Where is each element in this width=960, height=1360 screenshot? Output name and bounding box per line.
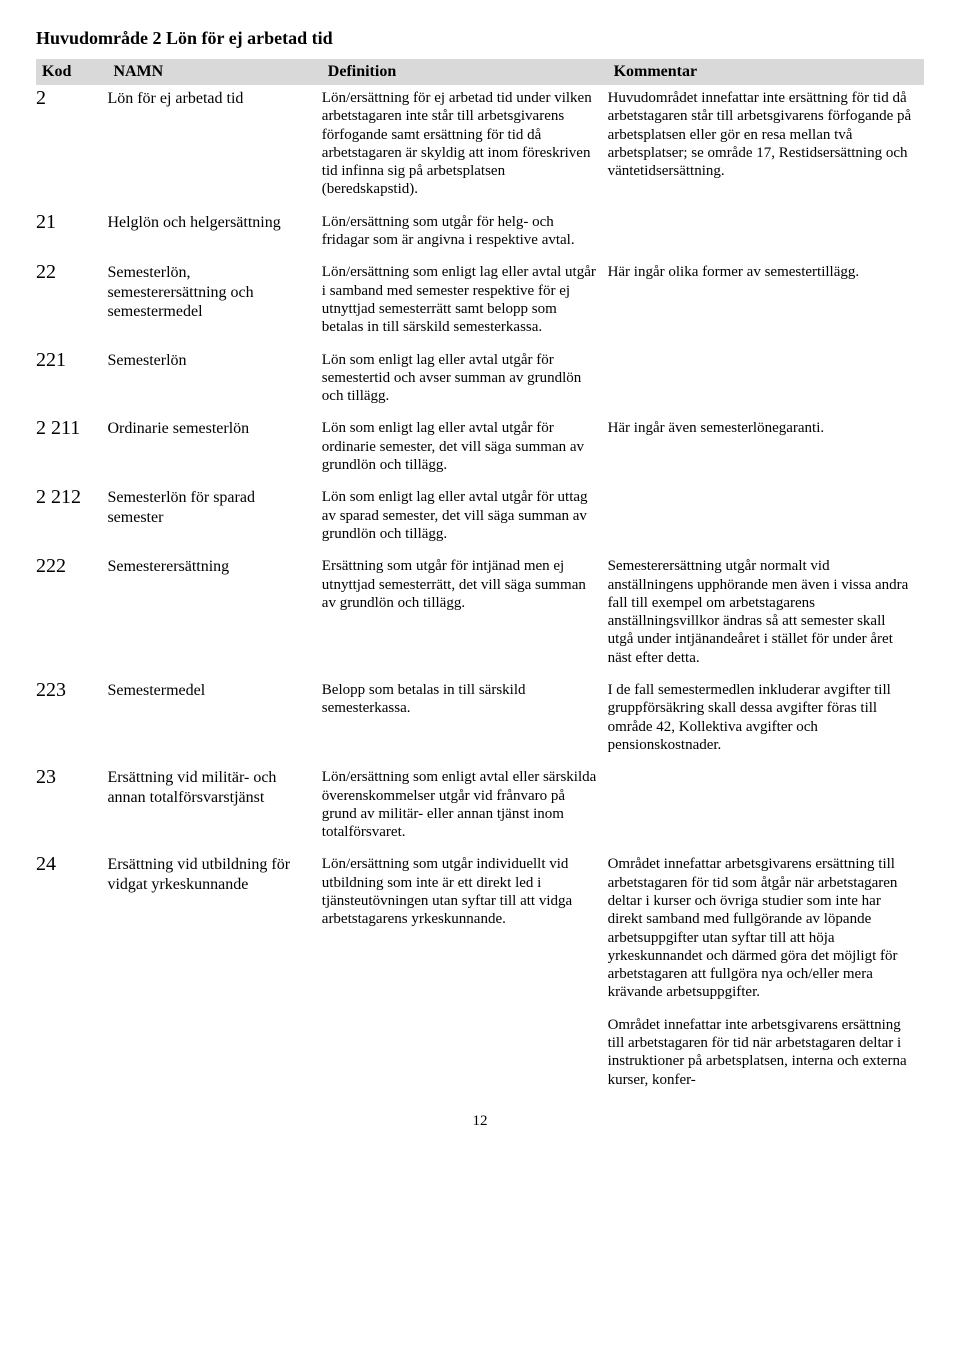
cell-kod: 23 xyxy=(36,764,107,851)
cell-definition: Lön/ersättning som enligt avtal eller sä… xyxy=(322,764,608,851)
cell-kommentar xyxy=(608,484,924,553)
cell-kommentar: Området innefattar inte arbetsgivarens e… xyxy=(608,1012,924,1099)
cell-kommentar: Semesterersättning utgår normalt vid ans… xyxy=(608,553,924,677)
cell-kod: 21 xyxy=(36,209,107,260)
table-row: 2 211Ordinarie semesterlönLön som enligt… xyxy=(36,415,924,484)
cell-kommentar: Här ingår olika former av semestertilläg… xyxy=(608,259,924,346)
header-namn: NAMN xyxy=(107,59,321,85)
table-row: 23Ersättning vid militär- och annan tota… xyxy=(36,764,924,851)
cell-kommentar xyxy=(608,209,924,260)
cell-namn: Semesterlön för sparad semester xyxy=(107,484,321,553)
cell-kod: 2 211 xyxy=(36,415,107,484)
table-row: 21Helglön och helgersättningLön/ersättni… xyxy=(36,209,924,260)
table-row: 222SemesterersättningErsättning som utgå… xyxy=(36,553,924,677)
section-title: Huvudområde 2 Lön för ej arbetad tid xyxy=(36,28,924,49)
cell-kommentar xyxy=(608,764,924,851)
cell-kod xyxy=(36,1012,107,1099)
header-definition: Definition xyxy=(322,59,608,85)
table-header-row: Kod NAMN Definition Kommentar xyxy=(36,59,924,85)
cell-kod: 221 xyxy=(36,347,107,416)
cell-definition: Lön/ersättning för ej arbetad tid under … xyxy=(322,85,608,209)
cell-definition: Lön/ersättning som utgår individuellt vi… xyxy=(322,851,608,1011)
cell-kommentar: Huvudområdet innefattar inte ersättning … xyxy=(608,85,924,209)
table-row: 221SemesterlönLön som enligt lag eller a… xyxy=(36,347,924,416)
cell-kommentar: Området innefattar arbetsgivarens ersätt… xyxy=(608,851,924,1011)
cell-definition: Lön/ersättning som enligt lag eller avta… xyxy=(322,259,608,346)
cell-namn: Semestermedel xyxy=(107,677,321,764)
cell-kod: 2 xyxy=(36,85,107,209)
cell-namn: Semesterlön xyxy=(107,347,321,416)
cell-namn: Ersättning vid militär- och annan totalf… xyxy=(107,764,321,851)
cell-definition: Belopp som betalas in till särskild seme… xyxy=(322,677,608,764)
header-kod: Kod xyxy=(36,59,107,85)
cell-definition: Lön som enligt lag eller avtal utgår för… xyxy=(322,484,608,553)
table-row: 22Semesterlön, semesterersättning och se… xyxy=(36,259,924,346)
definitions-table: Kod NAMN Definition Kommentar 2Lön för e… xyxy=(36,59,924,1099)
table-row: 223SemestermedelBelopp som betalas in ti… xyxy=(36,677,924,764)
cell-definition: Lön/ersättning som utgår för helg- och f… xyxy=(322,209,608,260)
cell-kod: 2 212 xyxy=(36,484,107,553)
cell-kommentar xyxy=(608,347,924,416)
cell-definition xyxy=(322,1012,608,1099)
cell-kommentar: I de fall semestermedlen inkluderar avgi… xyxy=(608,677,924,764)
cell-namn: Lön för ej arbetad tid xyxy=(107,85,321,209)
cell-namn: Helglön och helgersättning xyxy=(107,209,321,260)
header-kommentar: Kommentar xyxy=(608,59,924,85)
cell-kod: 223 xyxy=(36,677,107,764)
cell-kod: 24 xyxy=(36,851,107,1011)
table-row: 24Ersättning vid utbildning för vidgat y… xyxy=(36,851,924,1011)
cell-namn: Ordinarie semesterlön xyxy=(107,415,321,484)
cell-namn xyxy=(107,1012,321,1099)
table-row: 2Lön för ej arbetad tidLön/ersättning fö… xyxy=(36,85,924,209)
cell-namn: Semesterlön, semesterersättning och seme… xyxy=(107,259,321,346)
cell-kommentar: Här ingår även semesterlönegaranti. xyxy=(608,415,924,484)
cell-namn: Semesterersättning xyxy=(107,553,321,677)
table-row: 2 212Semesterlön för sparad semesterLön … xyxy=(36,484,924,553)
table-row: Området innefattar inte arbetsgivarens e… xyxy=(36,1012,924,1099)
cell-namn: Ersättning vid utbildning för vidgat yrk… xyxy=(107,851,321,1011)
cell-kod: 22 xyxy=(36,259,107,346)
page-number: 12 xyxy=(36,1113,924,1130)
cell-definition: Lön som enligt lag eller avtal utgår för… xyxy=(322,347,608,416)
cell-definition: Ersättning som utgår för intjänad men ej… xyxy=(322,553,608,677)
cell-kod: 222 xyxy=(36,553,107,677)
cell-definition: Lön som enligt lag eller avtal utgår för… xyxy=(322,415,608,484)
